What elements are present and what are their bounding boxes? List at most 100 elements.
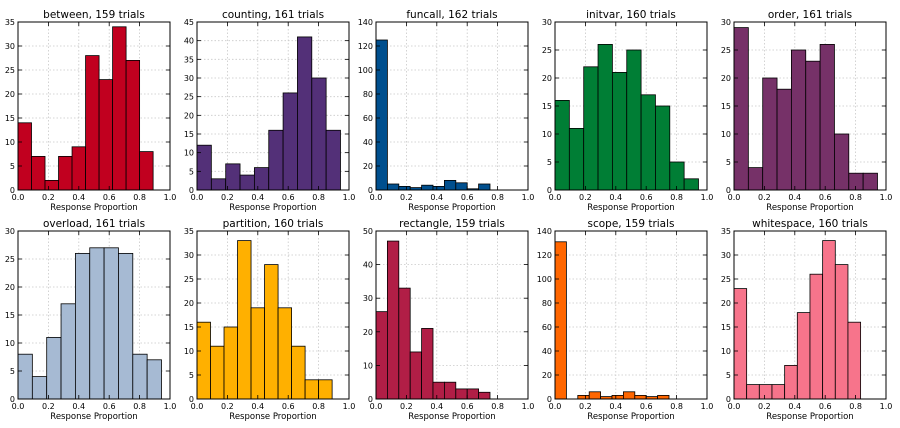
histogram-bar xyxy=(554,241,567,400)
histogram-bar xyxy=(318,379,333,400)
y-tick-label: 0 xyxy=(368,395,373,404)
y-tick-label: 120 xyxy=(537,251,552,260)
y-tick-label: 25 xyxy=(184,275,194,284)
y-tick-label: 20 xyxy=(5,283,15,292)
x-tick-label: 1.0 xyxy=(522,193,535,202)
histogram-bar xyxy=(409,351,423,400)
x-tick-label: 0.2 xyxy=(221,193,234,202)
histogram-bar xyxy=(796,312,811,400)
histogram-bar xyxy=(264,264,279,400)
axes-frame xyxy=(375,21,529,191)
x-tick-label: 0.0 xyxy=(12,402,25,411)
x-axis-label: Response Proportion xyxy=(587,412,674,422)
histogram-bar xyxy=(58,155,73,191)
x-tick-label: 0.0 xyxy=(728,193,741,202)
histogram-bar xyxy=(277,307,292,400)
y-tick-label: 25 xyxy=(5,255,15,264)
y-tick-label: 30 xyxy=(5,227,15,236)
x-tick-label: 0.6 xyxy=(461,193,474,202)
y-tick-label: 15 xyxy=(5,114,15,123)
histogram-bar xyxy=(146,359,162,400)
x-axis-label: Response Proportion xyxy=(229,203,316,213)
histogram-bar xyxy=(432,381,445,400)
chart-title: initvar, 160 trials xyxy=(586,9,676,21)
y-tick-label: 50 xyxy=(363,227,373,236)
y-tick-label: 40 xyxy=(542,347,552,356)
y-tick-label: 35 xyxy=(184,227,194,236)
chart-title: scope, 159 trials xyxy=(587,218,674,230)
x-tick-label: 0.2 xyxy=(42,193,55,202)
histogram-bar xyxy=(31,155,46,191)
y-tick-label: 20 xyxy=(542,371,552,380)
x-tick-label: 0.4 xyxy=(609,193,622,202)
histogram-bar xyxy=(196,144,212,191)
histogram-bar xyxy=(225,163,241,191)
histogram-bar xyxy=(683,178,699,191)
x-tick-label: 0.6 xyxy=(819,402,832,411)
x-tick-label: 0.0 xyxy=(370,193,383,202)
axes-frame xyxy=(554,230,708,400)
y-tick-label: 20 xyxy=(542,74,552,83)
histogram-bar xyxy=(822,240,836,400)
histogram-bar xyxy=(421,328,434,400)
histogram-bar xyxy=(432,185,445,191)
y-tick-label: 5 xyxy=(189,167,194,176)
x-tick-label: 1.0 xyxy=(343,402,356,411)
y-tick-label: 10 xyxy=(184,149,194,158)
histogram-bar xyxy=(17,353,33,400)
histogram-bar xyxy=(112,26,127,191)
histogram-bar xyxy=(478,183,491,191)
histogram-bar xyxy=(125,60,141,191)
x-axis-label: Response Proportion xyxy=(50,412,137,422)
x-tick-label: 0.2 xyxy=(579,193,592,202)
histogram-bar xyxy=(611,394,624,400)
axes-frame xyxy=(196,230,350,400)
y-tick-label: 5 xyxy=(10,367,15,376)
histogram-bar xyxy=(386,183,400,191)
histogram-bar xyxy=(669,161,685,191)
axes-frame xyxy=(17,21,171,191)
histogram-bar xyxy=(809,273,824,400)
histogram-bar xyxy=(862,172,878,191)
axes-frame xyxy=(733,230,887,400)
y-tick-label: 40 xyxy=(184,37,194,46)
histogram-bar xyxy=(847,321,862,400)
histogram-bar xyxy=(103,247,119,400)
histogram-bar xyxy=(640,94,656,191)
y-tick-label: 0 xyxy=(10,186,15,195)
histogram-bar xyxy=(210,178,227,191)
histogram-panel: 0.0 0.2 0.4 0.6 0.8 1.0 0 5 10 15 20 25 30 35 between,… xyxy=(5,9,177,213)
x-tick-label: 1.0 xyxy=(522,402,535,411)
x-tick-label: 1.0 xyxy=(164,193,177,202)
y-tick-label: 80 xyxy=(542,299,552,308)
y-tick-label: 30 xyxy=(5,42,15,51)
histogram-bar xyxy=(268,129,284,191)
y-tick-label: 10 xyxy=(5,138,15,147)
y-tick-label: 10 xyxy=(721,347,731,356)
x-tick-label: 0.6 xyxy=(640,402,653,411)
histogram-bar xyxy=(398,287,411,400)
x-tick-label: 1.0 xyxy=(701,402,714,411)
histogram-bar xyxy=(733,288,748,400)
histogram-bar xyxy=(805,60,821,191)
x-tick-label: 1.0 xyxy=(343,193,356,202)
x-axis-label: Response Proportion xyxy=(587,203,674,213)
x-tick-label: 0.8 xyxy=(133,193,146,202)
x-tick-label: 0.8 xyxy=(670,402,683,411)
x-tick-label: 0.2 xyxy=(42,402,55,411)
x-tick-label: 0.6 xyxy=(819,193,832,202)
x-tick-label: 0.6 xyxy=(282,402,295,411)
y-tick-label: 25 xyxy=(721,46,731,55)
chart-title: between, 159 trials xyxy=(43,9,145,21)
y-tick-label: 5 xyxy=(547,158,552,167)
histogram-bar xyxy=(776,88,792,191)
histogram-bar xyxy=(443,179,457,191)
y-tick-label: 60 xyxy=(542,323,552,332)
histogram-bar xyxy=(834,264,849,400)
x-tick-label: 0.8 xyxy=(491,402,504,411)
y-tick-label: 140 xyxy=(537,227,552,236)
histogram-bar xyxy=(466,388,480,400)
histogram-bar xyxy=(634,394,647,400)
y-tick-label: 25 xyxy=(542,46,552,55)
histogram-bar xyxy=(657,394,670,400)
